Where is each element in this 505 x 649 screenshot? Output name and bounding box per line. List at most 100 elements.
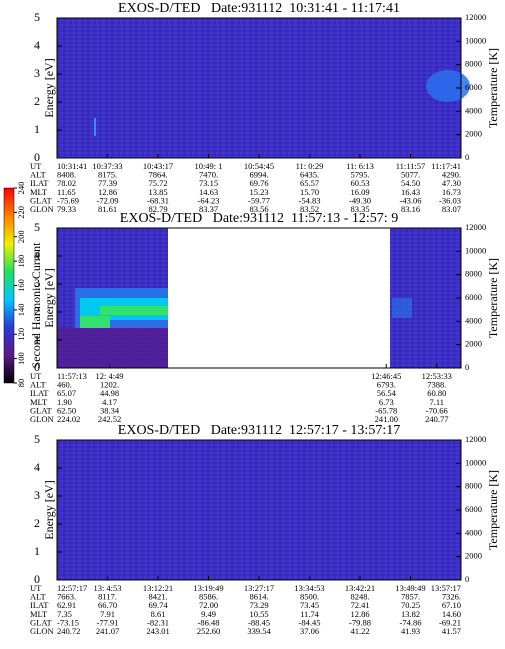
row-label: GLAT [30, 195, 53, 205]
chart-title: EXOS-D/TED Date:931112 12:57:17 - 13:57:… [118, 423, 400, 438]
table-cell: 8408. [57, 170, 76, 180]
table-cell: 54.50 [401, 178, 420, 188]
table-cell: 11.65 [57, 187, 76, 197]
table-cell: -74.86 [400, 617, 422, 627]
table-cell: 14.63 [199, 187, 218, 197]
table-cell: 82.79 [148, 204, 167, 214]
table-cell: 16.43 [401, 187, 420, 197]
table-cell: 69.76 [249, 178, 268, 188]
table-cell: 41.93 [401, 626, 420, 636]
y2-tick-label: 6000 [465, 504, 482, 514]
table-cell: 4290. [442, 170, 461, 180]
y-tick-label: 1 [34, 122, 40, 136]
y2-axis-label: Temperature [K] [486, 258, 500, 338]
table-cell: -72.09 [97, 195, 119, 205]
row-label: ILAT [30, 178, 49, 188]
colorbar-tick-label: 120 [16, 328, 26, 341]
y2-tick-label: 6000 [465, 292, 482, 302]
colorbar-tick-label: 220 [16, 206, 26, 219]
chart-title: EXOS-D/TED Date:931112 10:31:41 - 11:17:… [118, 1, 400, 16]
y-axis-label: Energy [eV] [42, 58, 56, 117]
table-cell: 13.82 [401, 609, 420, 619]
row-label: ALT [30, 592, 47, 602]
table-cell: 8248. [350, 592, 369, 602]
table-cell: 83.52 [300, 204, 319, 214]
y-tick-label: 3 [34, 66, 40, 80]
table-cell: 79.33 [57, 204, 76, 214]
table-cell: 13:34:53 [294, 583, 324, 593]
table-cell: 16.73 [442, 187, 461, 197]
table-cell: 12: 4:49 [95, 371, 123, 381]
table-cell: 16.09 [350, 187, 369, 197]
table-cell: -68.31 [147, 195, 169, 205]
y-tick-label: 4 [34, 38, 40, 52]
table-cell: 7.91 [100, 609, 115, 619]
table-cell: 13:42:21 [345, 583, 375, 593]
y-tick-label: 4 [34, 460, 40, 474]
table-cell: 7663. [57, 592, 76, 602]
table-cell: -84.45 [299, 617, 321, 627]
table-cell: 9.49 [201, 609, 216, 619]
table-cell: 44.98 [100, 388, 119, 398]
y2-tick-label: 0 [465, 362, 469, 372]
y-tick-label: 4 [34, 248, 40, 262]
row-label: ILAT [30, 388, 49, 398]
y2-tick-label: 10000 [465, 35, 486, 45]
colorbar-tick-label: 140 [16, 304, 26, 317]
table-cell: -86.48 [198, 617, 220, 627]
y2-axis-label: Temperature [K] [486, 48, 500, 128]
colorbar-tick-label: 200 [16, 230, 26, 243]
row-label: GLAT [30, 405, 53, 415]
table-cell: 13:27:17 [244, 583, 274, 593]
table-cell: 78.02 [57, 178, 76, 188]
table-cell: -77.91 [97, 617, 119, 627]
table-cell: 11:17:41 [431, 161, 461, 171]
spectrogram-feature [392, 298, 412, 318]
table-cell: -82.31 [147, 617, 169, 627]
chart-title: EXOS-D/TED Date:931112 11:57:13 - 12:57:… [120, 211, 398, 226]
row-label: ALT [30, 380, 47, 390]
table-cell: 10:31:41 [57, 161, 87, 171]
table-cell: 83.35 [350, 204, 369, 214]
table-cell: 8175. [98, 170, 117, 180]
table-cell: 13:57:17 [431, 583, 461, 593]
table-cell: -43.06 [400, 195, 422, 205]
table-cell: 67.10 [442, 600, 461, 610]
y2-tick-label: 2000 [465, 129, 482, 139]
y-axis-label: Energy [eV] [42, 480, 56, 539]
table-cell: 8614. [249, 592, 268, 602]
table-cell: -79.88 [349, 617, 371, 627]
table-cell: 38.34 [100, 405, 120, 415]
table-cell: 6793. [377, 380, 396, 390]
table-cell: 15.70 [300, 187, 319, 197]
table-cell: -59.77 [248, 195, 270, 205]
table-cell: 224.02 [57, 414, 80, 424]
table-cell: 66.70 [98, 600, 117, 610]
table-cell: 7388. [427, 380, 446, 390]
table-cell: 10.55 [249, 609, 268, 619]
table-cell: 13:49:49 [395, 583, 425, 593]
table-cell: 7864. [148, 170, 167, 180]
spectrogram-feature [100, 306, 168, 315]
table-cell: 56.54 [377, 388, 397, 398]
y2-tick-label: 2000 [465, 551, 482, 561]
y2-tick-label: 0 [465, 574, 469, 584]
table-cell: 69.74 [148, 600, 168, 610]
table-cell: 81.61 [98, 204, 117, 214]
table-cell: 47.30 [442, 178, 461, 188]
table-cell: 83.37 [199, 204, 218, 214]
row-label: GLAT [30, 617, 53, 627]
table-cell: -64.23 [198, 195, 220, 205]
table-cell: 72.41 [350, 600, 369, 610]
table-cell: -36.03 [439, 195, 461, 205]
table-cell: 460. [57, 380, 72, 390]
row-label: UT [30, 371, 42, 381]
table-cell: 70.25 [401, 600, 420, 610]
table-cell: 73.29 [249, 600, 268, 610]
table-cell: 12.86 [98, 187, 117, 197]
table-cell: 6.73 [379, 397, 394, 407]
table-cell: 243.01 [146, 626, 169, 636]
table-cell: 73.45 [300, 600, 319, 610]
row-label: ALT [30, 170, 47, 180]
